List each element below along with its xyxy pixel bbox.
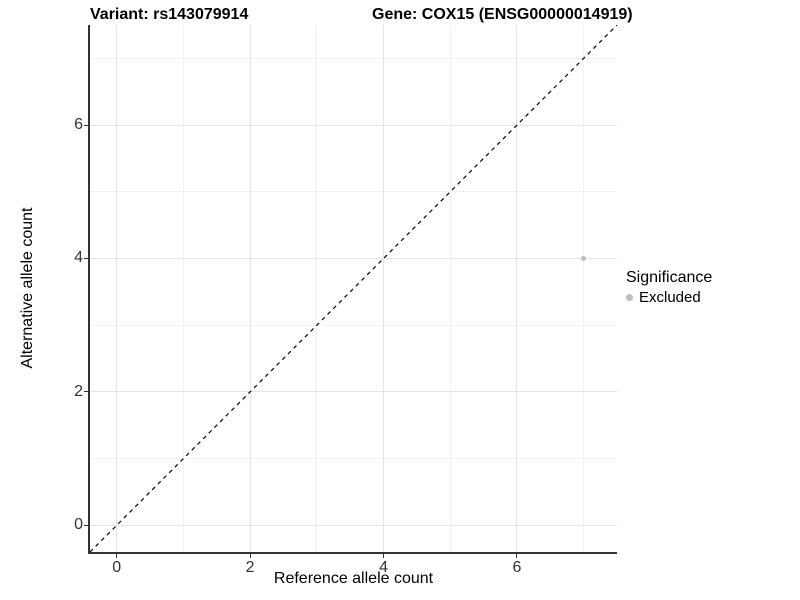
- minor-gridline-y: [90, 57, 617, 59]
- minor-gridline-y: [90, 191, 617, 193]
- legend: Significance Excluded: [626, 269, 712, 306]
- y-tick-label: 4: [74, 249, 83, 267]
- y-tick-mark: [83, 257, 89, 259]
- minor-gridline-y: [90, 324, 617, 326]
- major-gridline-x: [249, 25, 251, 552]
- major-gridline-x: [383, 25, 385, 552]
- x-axis-line: [88, 552, 617, 554]
- minor-gridline-x: [583, 25, 585, 552]
- y-tick-label: 0: [74, 516, 83, 534]
- legend-key-dot: [626, 294, 633, 301]
- major-gridline-x: [116, 25, 118, 552]
- major-gridline-y: [90, 524, 617, 526]
- legend-entry-label: Excluded: [639, 289, 701, 306]
- minor-gridline-x: [182, 25, 184, 552]
- x-tick-mark: [383, 553, 385, 559]
- x-tick-mark: [249, 553, 251, 559]
- x-tick-label: 2: [245, 559, 255, 576]
- y-tick-mark: [83, 391, 89, 393]
- y-axis-title: Alternative allele count: [19, 207, 36, 369]
- identity-dashed-line: [90, 25, 617, 552]
- plot-panel: [90, 25, 617, 552]
- major-gridline-x: [516, 25, 518, 552]
- x-tick-mark: [516, 553, 518, 559]
- x-tick-label: 6: [512, 559, 522, 576]
- major-gridline-y: [90, 391, 617, 393]
- major-gridline-y: [90, 124, 617, 126]
- y-tick-mark: [83, 124, 89, 126]
- y-axis-line: [88, 25, 90, 554]
- legend-title: Significance: [626, 269, 713, 286]
- minor-gridline-x: [449, 25, 451, 552]
- x-tick-mark: [116, 553, 118, 559]
- variant-title: Variant: rs143079914: [90, 6, 249, 23]
- y-tick-label: 2: [74, 382, 83, 400]
- y-tick-mark: [83, 524, 89, 526]
- data-point-excluded: [581, 255, 587, 261]
- minor-gridline-y: [90, 458, 617, 460]
- minor-gridline-x: [316, 25, 318, 552]
- legend-entry-excluded: Excluded: [626, 289, 712, 306]
- x-tick-label: 0: [112, 559, 122, 576]
- major-gridline-y: [90, 257, 617, 259]
- y-tick-label: 6: [74, 116, 83, 134]
- x-axis-title: Reference allele count: [273, 570, 434, 587]
- gene-title: Gene: COX15 (ENSG00000014919): [372, 6, 633, 23]
- x-tick-label: 4: [379, 559, 388, 576]
